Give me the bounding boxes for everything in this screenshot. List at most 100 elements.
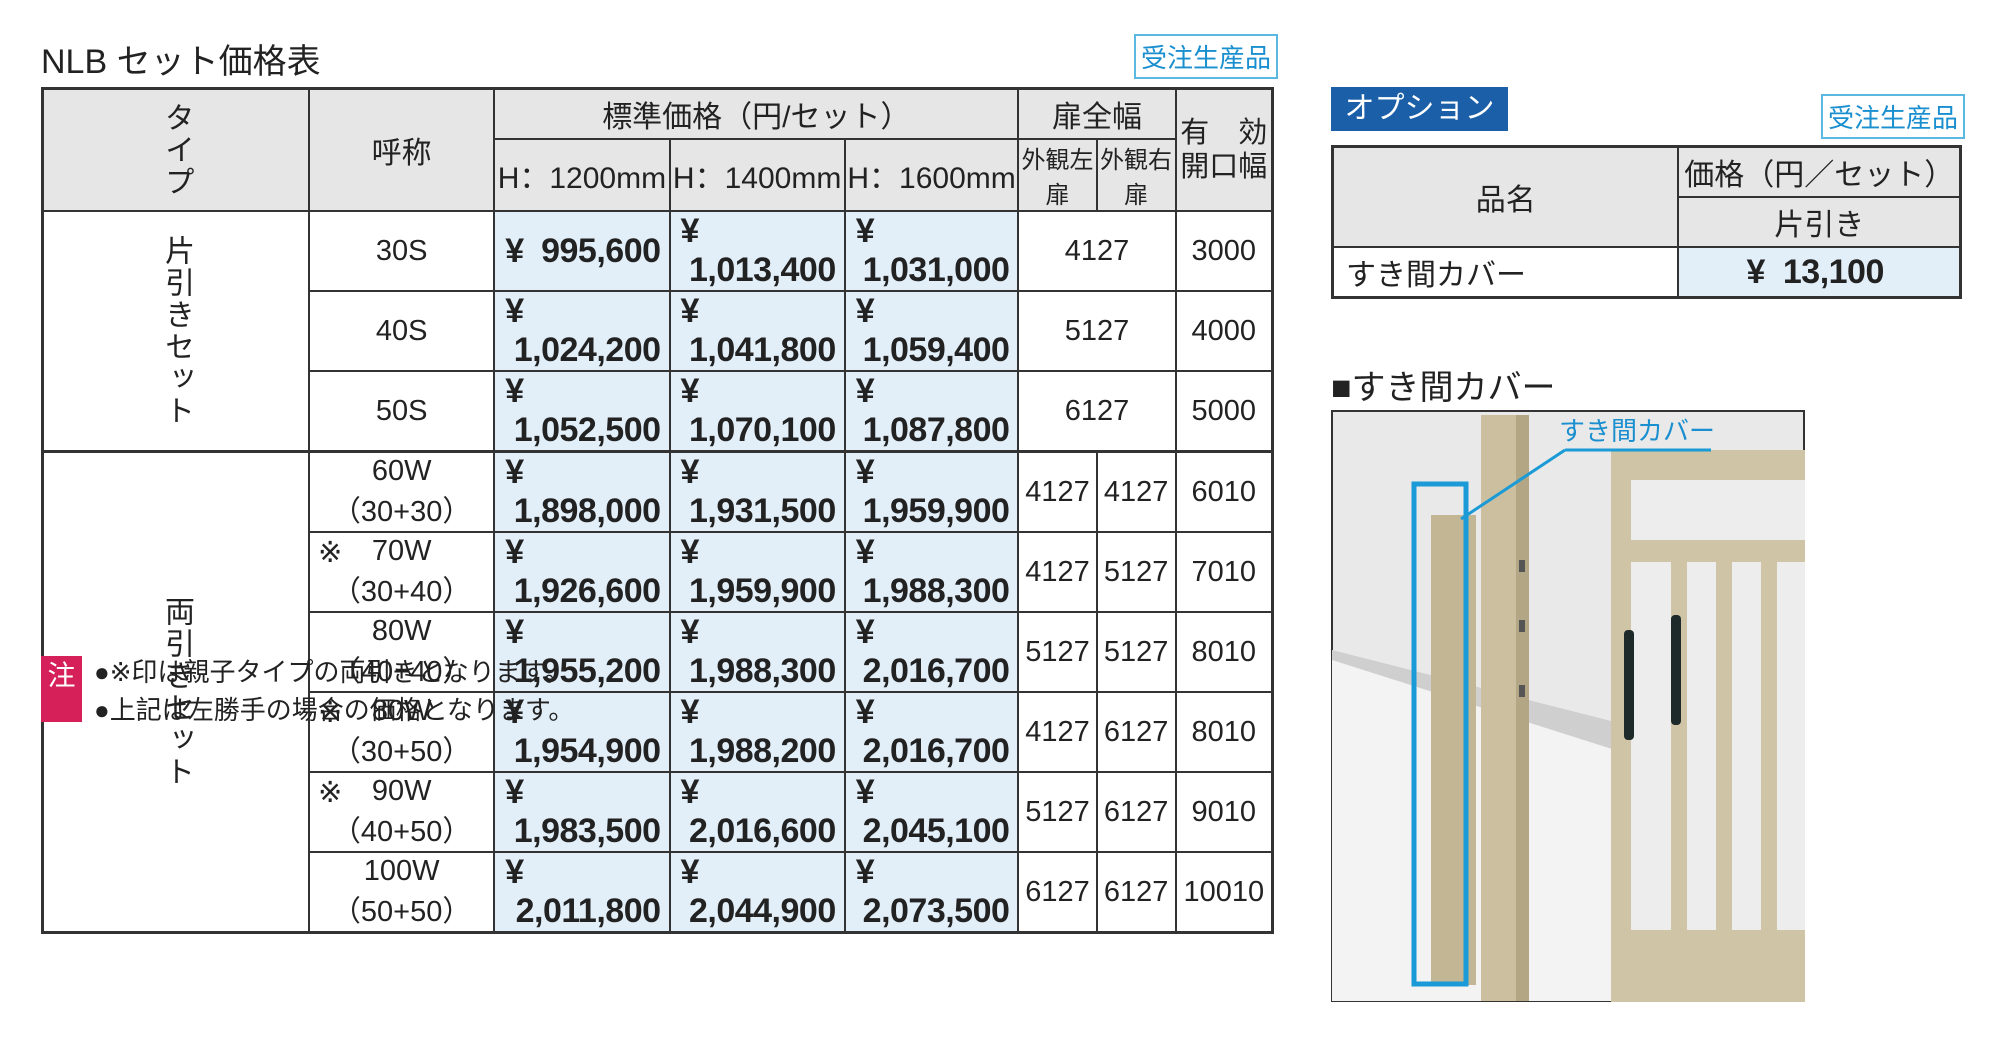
currency: ¥ [680,212,700,250]
price: ¥1,898,000 [493,450,671,533]
header-door: 扉全幅 [1017,87,1177,140]
row-name: ※ 70W（30+40） [307,531,496,613]
currency: ¥ [505,453,524,491]
currency: ¥ [505,533,524,571]
currency: ¥ [505,773,524,811]
currency: ¥ [505,613,524,651]
row-name: ※ 90W（40+50） [307,771,496,853]
door-right: 6127 [1095,771,1177,853]
row-name-text: 100W（50+50） [331,854,472,928]
price-value: 2,016,700 [862,652,1010,690]
currency: ¥ [855,292,875,330]
price: ¥2,016,700 [843,691,1020,773]
currency: ¥ [505,292,524,330]
price: ¥2,044,900 [668,851,846,934]
price-value: 1,983,500 [513,812,661,850]
currency: ¥ [680,292,700,330]
row-name: 80W（40+40） [307,611,496,693]
row-name: 60W（30+30） [307,450,496,533]
price: ¥1,954,900 [493,691,671,773]
group-type-text: 両引きセット [160,596,193,788]
price-value: 1,013,400 [688,251,836,289]
door-left: 5127 [1017,611,1098,693]
price-value: 13,100 [1782,252,1885,291]
currency: ¥ [855,533,875,571]
price: ¥1,955,200 [493,611,671,693]
currency: ¥ [855,212,875,250]
opening: 8010 [1174,691,1274,773]
opening: 9010 [1174,771,1274,853]
price: ¥1,041,800 [668,290,846,372]
price: ¥1,931,500 [668,450,846,533]
row-mark: ※ [318,536,343,569]
opening: 4000 [1174,290,1274,372]
opening: 5000 [1174,370,1274,453]
price-value: 1,070,100 [688,411,836,449]
row-name-text: 40S [375,314,428,347]
door-right: 6127 [1095,851,1177,934]
figure-title: ■すき間カバー [1331,369,1556,407]
door-left: 4127 [1017,531,1098,613]
price: ¥2,045,100 [843,771,1020,853]
price: ¥1,959,900 [843,450,1020,533]
price: ¥ 13,100 [1677,246,1962,299]
door-left: 5127 [1017,771,1098,853]
price-value: 1,988,200 [688,732,836,770]
door-width: 5127 [1017,290,1177,372]
price-value: 1,926,600 [513,572,661,610]
currency: ¥ [505,853,524,891]
price-value: 1,024,200 [513,331,661,369]
door-left: 4127 [1017,450,1098,533]
row-name-text: 30S [375,234,428,267]
price-value: 1,059,400 [862,331,1010,369]
price: ¥1,959,900 [668,531,846,613]
currency: ¥ [680,533,700,571]
price-value: 1,898,000 [513,492,661,530]
currency: ¥ [680,372,700,410]
note-label: 注 [41,656,82,722]
price-value: 1,959,900 [862,492,1010,530]
row-name-text: 70W（30+40） [331,534,472,608]
group-type: 片引きセット [41,210,310,453]
price-value: 995,600 [541,231,661,270]
price-value: 2,011,800 [515,892,661,930]
price: ¥1,087,800 [843,370,1020,453]
opening: 6010 [1174,450,1274,533]
price: ¥1,926,600 [493,531,671,613]
price-value: 1,988,300 [862,572,1010,610]
price: ¥1,983,500 [493,771,671,853]
badge: 受注生産品 [1821,94,1966,139]
row-name-text: 60W（30+30） [331,454,472,528]
badge: 受注生産品 [1134,34,1279,79]
opening: 3000 [1174,210,1274,292]
price-value: 1,031,000 [862,251,1010,289]
price: ¥1,988,300 [843,531,1020,613]
door-right: 5127 [1095,531,1177,613]
header-price: 価格（円／セット） [1677,145,1962,198]
row-name-text: 80W（30+50） [331,694,472,768]
price-value: 2,016,700 [862,732,1010,770]
row-name: 40S [307,290,496,372]
currency: ¥ [855,613,875,651]
price-value: 2,044,900 [688,892,836,930]
group-type-text: 片引きセット [160,235,193,427]
item: すき間カバー [1331,246,1680,299]
currency: ¥ [855,372,875,410]
price-value: 2,016,600 [688,812,836,850]
header-type: タイプ [41,87,310,212]
price: ¥1,031,000 [843,210,1020,292]
option-label: オプション [1331,87,1508,131]
price: ¥1,013,400 [668,210,846,292]
door-right: 5127 [1095,611,1177,693]
opening: 8010 [1174,611,1274,693]
illustration: すき間カバー [1331,410,1805,1002]
header-door-left: 外観左扉 [1017,138,1098,212]
row-name: 100W（50+50） [307,851,496,934]
row-name: 50S [307,370,496,453]
currency: ¥ [680,613,700,651]
door-right: 6127 [1095,691,1177,773]
opening: 10010 [1174,851,1274,934]
currency: ¥ [855,853,875,891]
currency: ¥ [680,693,700,731]
